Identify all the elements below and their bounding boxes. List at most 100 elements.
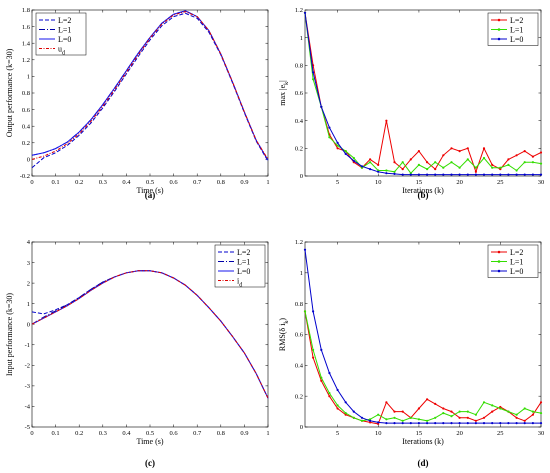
y-tick-label: 0 (300, 424, 303, 431)
data-point (426, 419, 429, 422)
data-point (458, 422, 461, 425)
y-tick-label: 0.6 (295, 332, 304, 339)
x-axis-label: Time (s) (136, 437, 163, 446)
data-point (393, 170, 396, 173)
legend-label: L=0 (58, 35, 71, 44)
x-tick-label: 0 (30, 430, 33, 437)
data-point (466, 147, 469, 150)
data-point (466, 422, 469, 425)
legend-label: L=0 (510, 35, 523, 44)
data-point (320, 379, 323, 382)
data-point (531, 410, 535, 413)
legend-label: ud (58, 44, 65, 56)
x-tick-label: 1 (266, 430, 269, 437)
x-tick-label: 10 (375, 430, 382, 437)
x-tick-label: 20 (456, 179, 463, 186)
y-tick-label: 0.4 (22, 123, 31, 130)
legend-label: L=1 (237, 257, 250, 266)
data-point (336, 388, 339, 392)
data-point (328, 392, 331, 395)
series-line-l2 (304, 311, 542, 425)
y-tick-label: 3 (27, 260, 30, 267)
data-point (303, 310, 307, 313)
data-point (539, 162, 543, 165)
x-tick-label: 0.6 (170, 430, 179, 437)
legend-marker (497, 250, 501, 254)
data-point (360, 416, 364, 419)
data-point (328, 395, 331, 398)
data-point (401, 168, 404, 171)
x-tick-label: 0.5 (146, 430, 154, 437)
y-axis-label-close: ) (278, 318, 287, 321)
data-point (491, 163, 494, 166)
data-point (531, 161, 535, 164)
data-point (434, 173, 437, 176)
legend: L=2L=1L=0ud (35, 12, 87, 56)
series-line-l1 (31, 270, 269, 399)
y-tick-label: 0.4 (295, 118, 304, 125)
y-axis-label-subscript: k (284, 82, 290, 85)
data-point (515, 416, 518, 419)
data-point (336, 147, 339, 150)
y-tick-label: -1 (25, 342, 30, 349)
series-line-l0 (304, 249, 541, 424)
data-point (442, 407, 445, 410)
data-point (515, 422, 518, 425)
data-point (393, 161, 396, 164)
x-tick-label: 0.9 (240, 179, 248, 186)
legend-label: L=2 (510, 16, 523, 25)
x-tick-label: 0 (30, 179, 33, 186)
legend: L=2L=1L=0 (487, 244, 539, 278)
x-tick-label: 5 (336, 430, 339, 437)
x-tick-label: 30 (538, 179, 545, 186)
data-point (507, 158, 510, 161)
x-tick-label: 0.4 (122, 430, 131, 437)
data-point (523, 173, 526, 176)
data-point (482, 156, 486, 160)
data-point (336, 144, 339, 147)
data-point (499, 407, 502, 410)
data-point (515, 173, 518, 176)
data-point (417, 422, 420, 425)
data-point (466, 173, 469, 176)
panel-caption: (c) (145, 458, 155, 468)
legend: L=2L=1L=0id (214, 244, 266, 288)
x-tick-label: 0.4 (122, 179, 131, 186)
series-line-l1 (304, 12, 542, 174)
data-point (409, 158, 412, 161)
data-point (385, 422, 388, 425)
x-tick-label: 0.1 (52, 430, 60, 437)
data-point (539, 151, 543, 154)
data-point (426, 173, 429, 176)
data-point (360, 419, 364, 422)
data-point (523, 150, 526, 153)
data-point (336, 141, 339, 144)
data-point (474, 173, 477, 176)
chart-panel-3: 0 0.1 0.2 0.3 0.4 0.5 0.6 0.7 0.8 0.9 1 -5 -4 -3 -2 -1 0… (5, 239, 270, 468)
y-tick-label: 0.8 (295, 301, 303, 308)
data-point (482, 401, 486, 404)
series-line-l2 (31, 270, 269, 399)
data-point (531, 413, 535, 416)
data-point (458, 173, 461, 176)
data-point (344, 413, 347, 416)
data-point (499, 166, 502, 169)
data-point (491, 173, 494, 176)
data-point (539, 412, 543, 415)
data-point (442, 422, 445, 425)
x-tick-label: 0.7 (193, 430, 202, 437)
data-point (482, 173, 486, 176)
data-point (352, 156, 355, 160)
data-point (393, 416, 396, 419)
data-point (523, 422, 526, 425)
y-tick-label: -3 (25, 383, 30, 390)
data-point (417, 407, 420, 410)
y-tick-label: 1.2 (295, 7, 303, 14)
data-point (312, 310, 315, 313)
y-tick-label: 1 (300, 35, 303, 42)
y-tick-label: 0.2 (295, 146, 303, 153)
data-point (344, 150, 347, 153)
data-point (369, 168, 372, 171)
data-point (458, 416, 461, 419)
series-line-i (31, 270, 269, 399)
